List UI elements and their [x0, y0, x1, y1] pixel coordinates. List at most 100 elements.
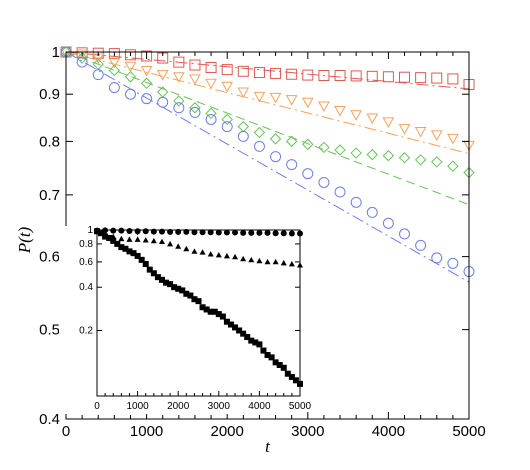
- data-point-square: [447, 73, 459, 85]
- data-point-square: [187, 292, 194, 299]
- data-point-square: [106, 234, 113, 241]
- data-point-diamond: [414, 154, 427, 166]
- y-tick-label: 0.2: [79, 325, 93, 336]
- data-point-square: [98, 230, 105, 237]
- data-point-square: [179, 287, 186, 294]
- data-point-circle: [157, 96, 169, 108]
- data-point-diamond: [382, 149, 395, 162]
- data-point-triangle: [382, 117, 395, 128]
- data-point-square: [110, 237, 117, 244]
- data-point-circle: [270, 151, 282, 163]
- data-point-diamond: [108, 64, 121, 77]
- data-point-square: [248, 337, 255, 344]
- data-point-circle: [92, 69, 104, 81]
- data-point-triangle: [76, 49, 88, 61]
- data-point-square: [232, 324, 239, 331]
- data-point-square: [382, 71, 394, 83]
- data-point-square: [76, 47, 88, 59]
- data-point-diamond: [366, 148, 378, 161]
- x-tick-label: 4000: [372, 423, 405, 440]
- data-point-triangle: [253, 91, 266, 103]
- data-point-square: [167, 281, 174, 288]
- data-point-diamond: [302, 138, 314, 151]
- data-point-square: [141, 50, 153, 62]
- data-point-diamond: [398, 152, 411, 164]
- data-point-square: [211, 308, 218, 315]
- data-point-square: [126, 248, 133, 255]
- inset-plot: 0 1000 2000 3000 4000 5000 0.2 0.4 0.6 0.8 1: [59, 225, 312, 414]
- data-point-square: [366, 70, 378, 82]
- data-point-triangle: [142, 237, 149, 243]
- data-point-square: [237, 65, 249, 77]
- data-point-triangle: [158, 238, 165, 245]
- data-point-circle: [302, 168, 314, 180]
- y-tick-label: 0.6: [39, 249, 60, 266]
- data-point-square: [207, 308, 214, 315]
- data-point-square: [219, 313, 226, 320]
- data-point-square: [318, 70, 330, 82]
- data-point-circle: [334, 186, 346, 198]
- main-y-ticks: 0.4 0.5 0.6 0.7 0.8 0.9 1: [39, 44, 469, 428]
- data-point-square: [102, 233, 109, 240]
- data-point-circle: [189, 106, 201, 118]
- data-point-triangle: [366, 113, 379, 125]
- y-tick-label: 0.6: [79, 257, 93, 268]
- data-point-square: [334, 70, 346, 82]
- data-point-square: [203, 306, 210, 313]
- x-tick-label: 3000: [291, 423, 324, 440]
- data-point-square: [175, 285, 182, 292]
- data-point-square: [130, 250, 137, 257]
- data-point-triangle: [398, 124, 411, 135]
- data-point-square: [114, 240, 121, 247]
- y-tick-label: 0.4: [39, 411, 60, 428]
- fit-line: [65, 51, 470, 90]
- data-point-square: [288, 373, 295, 380]
- data-point-triangle: [318, 101, 330, 112]
- data-point-square: [150, 270, 157, 277]
- data-point-diamond: [124, 71, 137, 83]
- data-point-triangle: [108, 57, 121, 69]
- data-point-circle: [124, 88, 136, 100]
- data-point-diamond: [173, 95, 185, 107]
- data-point-diamond: [205, 107, 217, 120]
- data-point-triangle: [334, 106, 346, 117]
- data-point-diamond: [221, 113, 233, 126]
- data-point-circle: [318, 176, 330, 188]
- data-point-square: [223, 318, 230, 325]
- inset-y-ticks: 0.2 0.4 0.6 0.8 1: [79, 225, 300, 336]
- data-point-circle: [350, 196, 362, 208]
- data-point-triangle: [118, 235, 125, 242]
- data-point-square: [256, 341, 263, 348]
- data-point-square: [415, 72, 427, 84]
- data-point-circle: [205, 113, 217, 125]
- data-point-square: [158, 276, 165, 283]
- data-point-triangle: [447, 133, 459, 145]
- data-point-square: [284, 370, 291, 377]
- data-point-triangle: [189, 74, 201, 85]
- data-point-diamond: [318, 141, 330, 154]
- data-point-circle: [253, 140, 265, 152]
- x-tick-label: 5000: [289, 401, 312, 412]
- data-point-triangle: [285, 95, 298, 106]
- inset-background: [59, 226, 306, 414]
- data-point-triangle: [272, 258, 279, 265]
- data-point-square: [199, 304, 206, 311]
- data-point-diamond: [350, 147, 362, 159]
- data-point-square: [227, 321, 234, 328]
- data-point-triangle: [207, 251, 214, 257]
- data-point-square: [431, 72, 443, 84]
- data-point-triangle: [172, 72, 185, 83]
- data-point-square: [252, 339, 259, 346]
- data-point-triangle: [301, 97, 314, 109]
- data-point-square: [124, 49, 136, 61]
- x-tick-label: 5000: [452, 423, 485, 440]
- data-point-square: [268, 354, 275, 361]
- data-point-triangle: [280, 259, 287, 266]
- data-point-square: [183, 290, 190, 297]
- y-tick-label: 1: [52, 44, 60, 61]
- data-point-square: [236, 327, 243, 334]
- y-tick-label: 1: [87, 225, 93, 236]
- data-point-diamond: [269, 133, 282, 145]
- data-point-circle: [431, 252, 443, 264]
